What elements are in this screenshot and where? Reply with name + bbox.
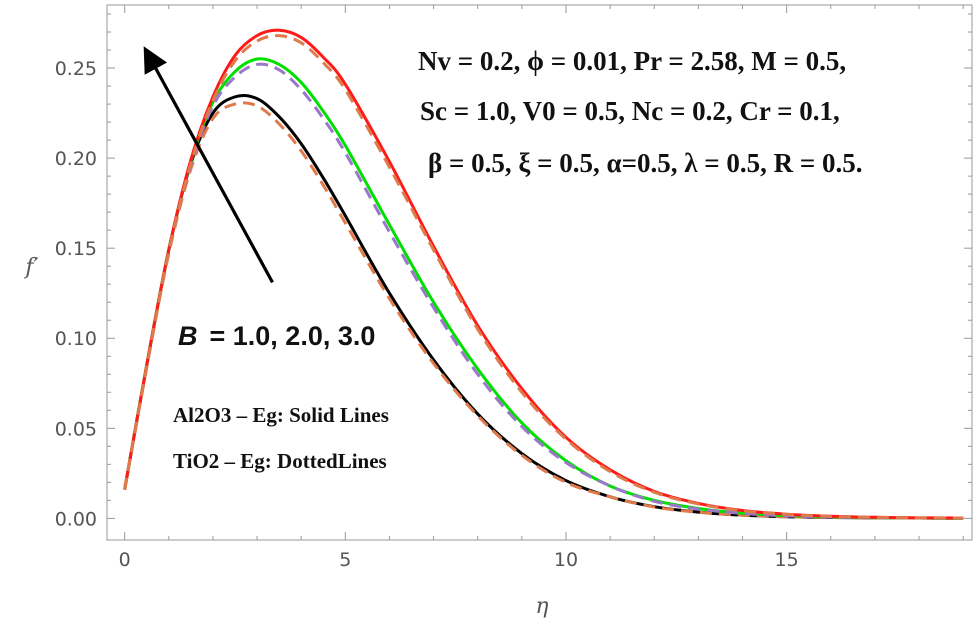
trend-arrow <box>143 46 274 284</box>
params-line-1: Nv = 0.2, ϕ = 0.01, Pr = 2.58, M = 0.5, <box>418 46 846 76</box>
y-tick-label: 0.05 <box>55 418 97 440</box>
y-tick-label: 0.10 <box>55 328 97 350</box>
series-line-6 <box>123 34 964 520</box>
x-tick-label: 15 <box>775 549 799 571</box>
b-symbol: B <box>178 321 198 351</box>
y-tick-label: 0.20 <box>55 148 97 170</box>
y-tick-label: 0.25 <box>55 58 97 80</box>
x-tick-label: 10 <box>554 549 578 571</box>
y-tick-labels: 0.00 0.05 0.10 0.15 0.20 0.25 <box>55 58 97 530</box>
y-tick-label: 0.15 <box>55 238 97 260</box>
params-line-3: β = 0.5, ξ = 0.5, α=0.5, λ = 0.5, R = 0.… <box>428 148 863 178</box>
params-line-2: Sc = 1.0, V0 = 0.5, Nc = 0.2, Cr = 0.1, <box>420 96 840 126</box>
b-annotation: B = 1.0, 2.0, 3.0 <box>178 321 375 351</box>
x-axis-title: η <box>535 594 548 619</box>
x-tick-labels: 0 5 10 15 <box>119 549 799 571</box>
y-tick-label: 0.00 <box>55 508 97 530</box>
x-tick-label: 0 <box>119 549 131 571</box>
plot-frame <box>106 4 973 541</box>
axis-ticks <box>107 5 972 540</box>
series-lines <box>123 28 964 520</box>
b-values: = 1.0, 2.0, 3.0 <box>210 321 376 351</box>
legend-solid-lines: Al2O3 – Eg: Solid Lines <box>173 403 389 427</box>
y-axis-title: f′ <box>23 255 38 280</box>
x-tick-label: 5 <box>339 549 351 571</box>
legend-dotted-lines: TiO2 – Eg: DottedLines <box>173 449 387 473</box>
